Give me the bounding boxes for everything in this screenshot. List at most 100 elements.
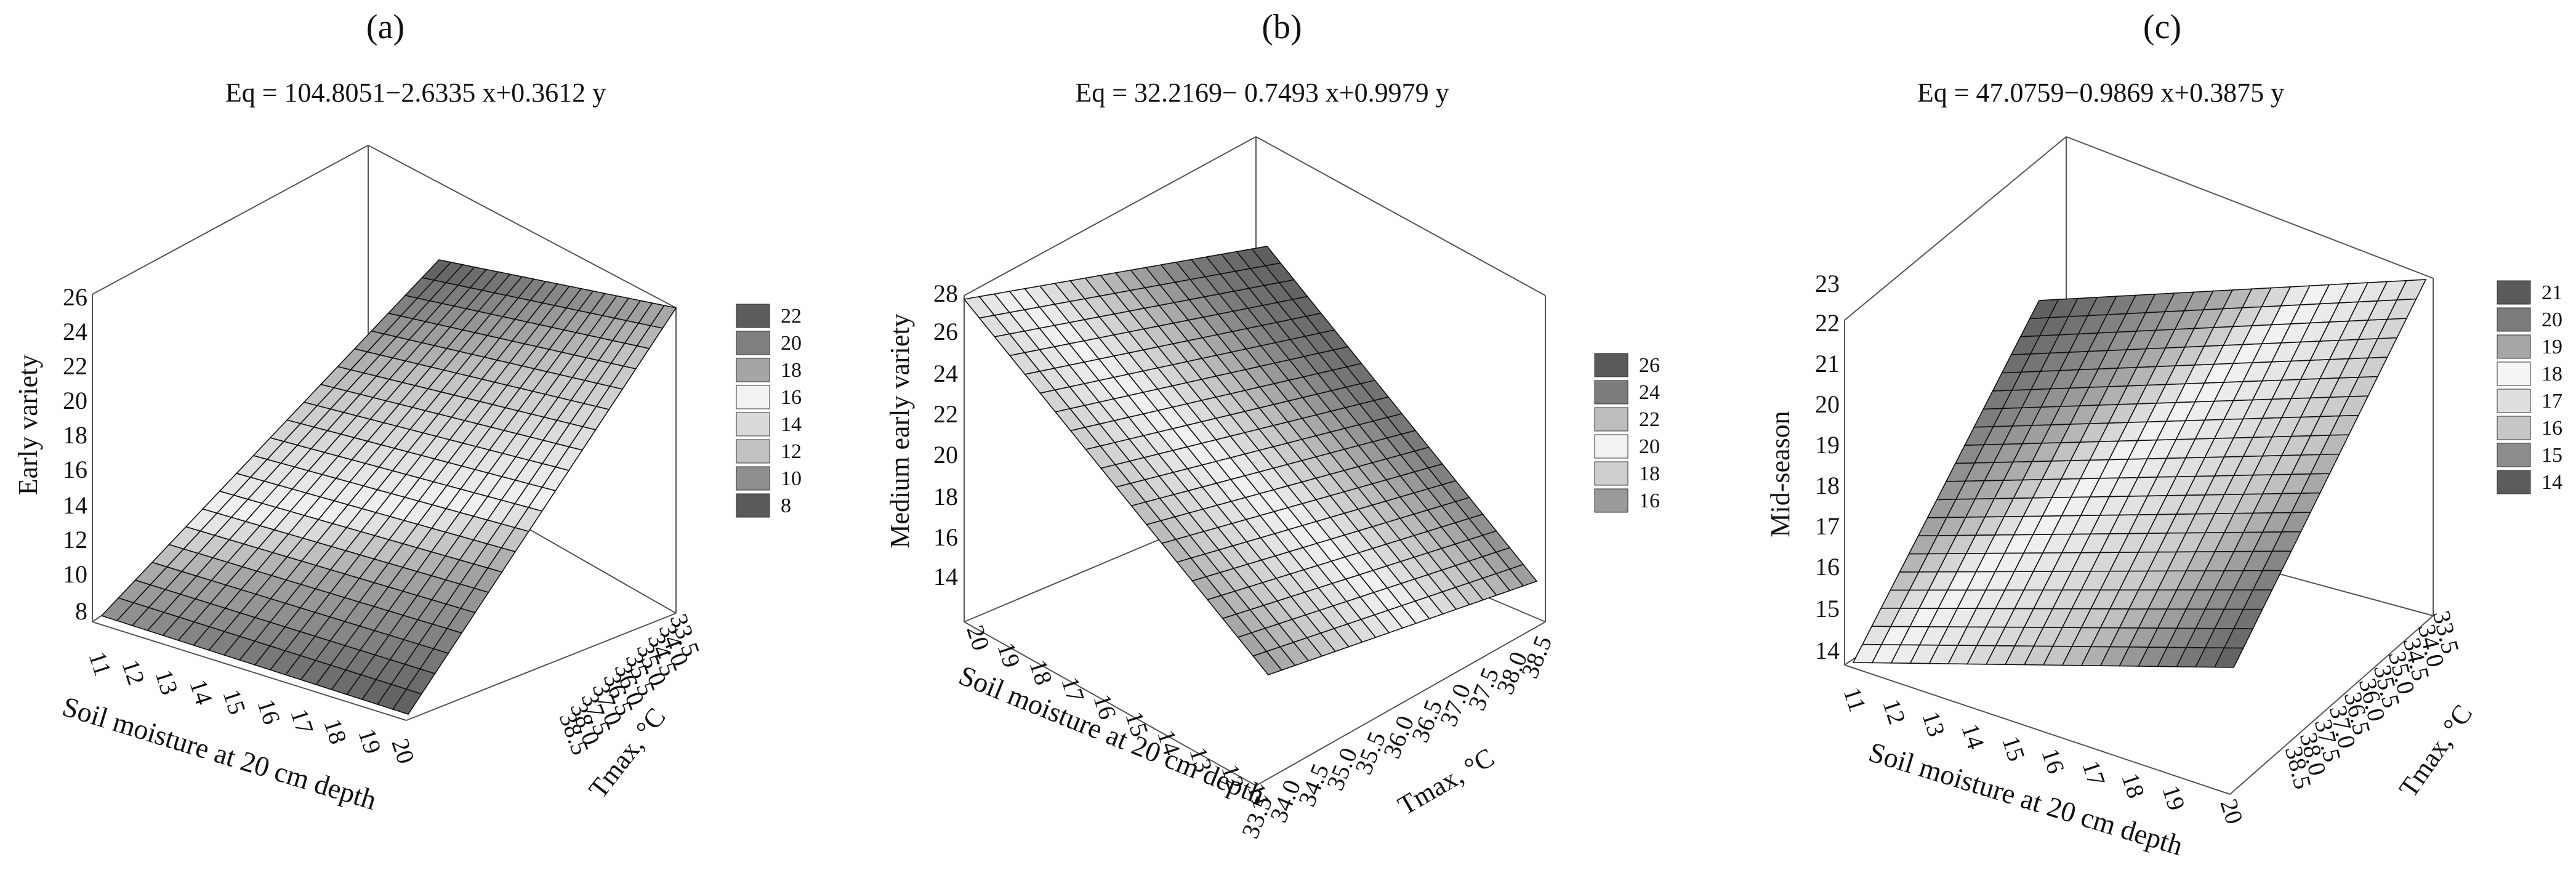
legend-label: 20 — [2542, 308, 2562, 331]
y-tick-label: 18 — [2116, 770, 2150, 802]
legend-label: 16 — [1639, 489, 1660, 512]
legend-swatch — [2497, 416, 2531, 440]
z-tick-label: 22 — [933, 400, 958, 428]
x-axis-b: 33.5 34.0 34.5 35.0 35.5 36.0 36.5 37.0 … — [1236, 632, 1558, 842]
legend-label: 20 — [781, 332, 802, 355]
legend-swatch — [2497, 443, 2531, 467]
legend-label: 8 — [781, 494, 791, 517]
z-tick-label: 20 — [933, 441, 958, 469]
legend-label: 14 — [2542, 471, 2562, 494]
z-tick-label: 17 — [1815, 512, 1840, 540]
panel-a: (a) Eq = 104.8051−2.6335 x+0.3612 y 8 10… — [13, 8, 802, 816]
legend-label: 15 — [2542, 444, 2562, 467]
z-tick-label: 24 — [63, 318, 87, 345]
equation-title-b: Eq = 32.2169− 0.7493 x+0.9979 y — [1075, 78, 1449, 108]
y-tick-label: 18 — [1024, 656, 1058, 688]
surface-cell — [2396, 279, 2427, 300]
legend-label: 16 — [781, 386, 802, 409]
legend-label: 16 — [2542, 417, 2562, 440]
y-axis-title-a: Soil moisture at 20 cm depth — [59, 690, 380, 816]
legend-label: 10 — [781, 467, 802, 490]
z-tick-label: 10 — [63, 560, 87, 588]
legend-swatch — [2497, 280, 2531, 305]
y-tick-label: 19 — [2157, 782, 2191, 814]
z-tick-label: 26 — [63, 283, 87, 311]
legend-swatch — [2497, 307, 2531, 332]
legend-swatch — [1594, 407, 1628, 432]
legend-label: 22 — [781, 305, 802, 328]
legend-label: 14 — [781, 413, 802, 436]
panel-label-c: (c) — [2143, 8, 2181, 46]
legend-label: 21 — [2542, 281, 2562, 304]
z-tick-label: 16 — [63, 456, 87, 483]
z-tick-label: 14 — [63, 491, 87, 519]
legend-label: 19 — [2542, 336, 2562, 358]
z-axis-title-a: Early variety — [13, 355, 43, 495]
legend-swatch — [1594, 488, 1628, 513]
z-axis-title-b: Medium early variety — [885, 313, 915, 548]
y-axis-title-b: Soil moisture at 20 cm depth — [954, 659, 1269, 811]
y-tick-label: 13 — [150, 666, 183, 698]
panel-c: (c) Eq = 47.0759−0.9869 x+0.3875 y 14 15… — [1765, 8, 2562, 861]
y-tick-label: 17 — [285, 706, 319, 738]
z-tick-label: 21 — [1815, 350, 1840, 377]
y-tick-label: 18 — [318, 715, 352, 747]
legend-swatch — [736, 412, 770, 437]
legend-swatch — [2497, 334, 2531, 359]
legend-swatch — [2497, 470, 2531, 494]
surface-b — [963, 246, 1538, 675]
y-tick-label: 20 — [2215, 795, 2248, 828]
y-tick-label: 14 — [1956, 720, 1990, 752]
z-axis-title-c: Mid-season — [1765, 411, 1795, 537]
panel-b: (b) Eq = 32.2169− 0.7493 x+0.9979 y 14 1… — [885, 8, 1660, 842]
legend-label: 17 — [2542, 390, 2562, 413]
panel-label-b: (b) — [1262, 8, 1302, 46]
y-tick-label: 19 — [353, 725, 387, 757]
equation-title-a: Eq = 104.8051−2.6335 x+0.3612 y — [225, 78, 606, 108]
surface-cell — [1508, 563, 1538, 587]
z-tick-label: 26 — [933, 318, 958, 345]
legend-label: 18 — [781, 359, 802, 382]
x-tick-label: 38.5 — [1516, 632, 1558, 682]
z-tick-label: 16 — [933, 523, 958, 551]
x-axis-title-c: Tmax, °C — [2393, 699, 2479, 803]
legend-a: 22 20 18 16 14 12 10 8 — [736, 304, 802, 518]
legend-swatch — [736, 493, 770, 518]
panel-label-a: (a) — [366, 8, 405, 46]
z-tick-label: 20 — [1815, 390, 1840, 418]
z-tick-label: 16 — [1815, 553, 1840, 581]
y-tick-label: 20 — [961, 622, 995, 654]
legend-swatch — [736, 331, 770, 355]
legend-swatch — [1594, 434, 1628, 459]
z-tick-label: 12 — [63, 526, 87, 554]
z-tick-label: 22 — [63, 352, 87, 380]
legend-swatch — [736, 439, 770, 464]
z-tick-label: 14 — [1815, 637, 1840, 664]
legend-label: 18 — [2542, 363, 2562, 385]
legend-swatch — [2497, 389, 2531, 413]
y-tick-label: 12 — [116, 656, 150, 688]
legend-swatch — [1594, 353, 1628, 377]
y-tick-label: 19 — [992, 639, 1026, 671]
z-tick-label: 18 — [1815, 472, 1840, 499]
y-tick-label: 13 — [1917, 708, 1950, 740]
legend-swatch — [736, 304, 770, 328]
z-tick-label: 14 — [933, 563, 958, 590]
z-tick-label: 15 — [1815, 595, 1840, 622]
y-tick-label: 11 — [83, 648, 117, 680]
x-axis-a: 33.5 34.0 34.5 35.0 35.5 36.0 36.5 37.0 … — [554, 610, 706, 759]
surface-a — [100, 259, 677, 715]
legend-label: 24 — [1639, 381, 1660, 404]
y-tick-label: 16 — [2036, 745, 2070, 777]
z-tick-label: 24 — [933, 360, 958, 387]
x-axis-title-b: Tmax, °C — [1393, 742, 1499, 821]
x-axis-c: 33.5 34.0 34.5 35.0 35.5 36.0 36.5 37.0 … — [2280, 608, 2465, 792]
legend-label: 18 — [1639, 462, 1660, 485]
z-tick-label: 22 — [1815, 309, 1840, 337]
z-axis-c: 14 15 16 17 18 19 20 21 22 23 — [1815, 270, 1840, 664]
z-tick-label: 19 — [1815, 431, 1840, 459]
y-tick-label: 16 — [252, 696, 286, 728]
legend-c: 21 20 19 18 17 16 15 14 — [2497, 280, 2562, 494]
legend-label: 26 — [1639, 354, 1660, 377]
